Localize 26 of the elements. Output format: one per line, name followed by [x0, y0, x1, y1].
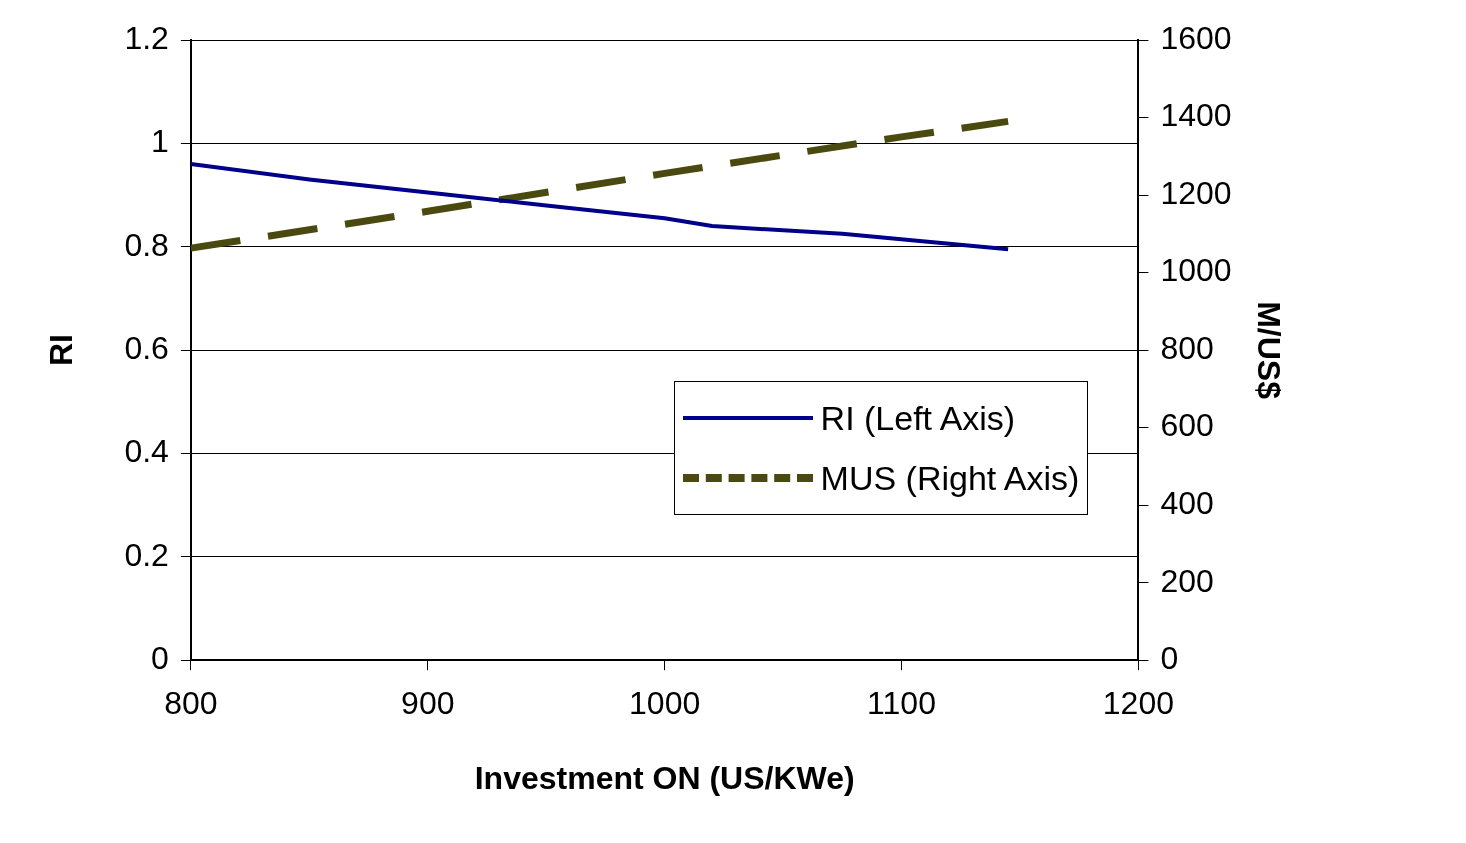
y-tick-label: 0.6: [124, 329, 169, 366]
x-tick-label: 900: [401, 685, 455, 722]
y-tick-label: 1.2: [124, 19, 169, 56]
y2-tick-label: 1600: [1160, 19, 1232, 56]
legend-label: RI (Left Axis): [820, 398, 1016, 438]
y-tick-label: 0.8: [124, 226, 169, 263]
x-tick-label: 1000: [629, 685, 701, 722]
y2-tick-label: 800: [1160, 329, 1214, 366]
y2-tick-label: 1400: [1160, 97, 1232, 134]
y2-tick-label: 600: [1160, 407, 1214, 444]
y2-axis-title: M/US$: [1250, 301, 1287, 400]
y-axis-title: RI: [43, 334, 80, 367]
y2-tick-label: 0: [1160, 640, 1179, 677]
y-tick-label: 1: [151, 123, 169, 160]
y2-tick-label: 400: [1160, 484, 1214, 521]
x-tick-label: 1200: [1102, 685, 1175, 722]
legend-label: MUS (Right Axis): [820, 458, 1080, 498]
y-tick-label: 0.4: [124, 433, 169, 470]
y-tick-label: 0.2: [124, 536, 169, 573]
y2-tick-label: 1000: [1160, 252, 1232, 289]
y-tick-label: 0: [151, 640, 169, 677]
x-axis-title: Investment ON (US/KWe): [474, 759, 855, 796]
y2-tick-label: 1200: [1160, 174, 1232, 211]
y2-tick-label: 200: [1160, 562, 1214, 599]
x-tick-label: 1100: [867, 685, 936, 722]
x-tick-label: 800: [164, 685, 218, 722]
